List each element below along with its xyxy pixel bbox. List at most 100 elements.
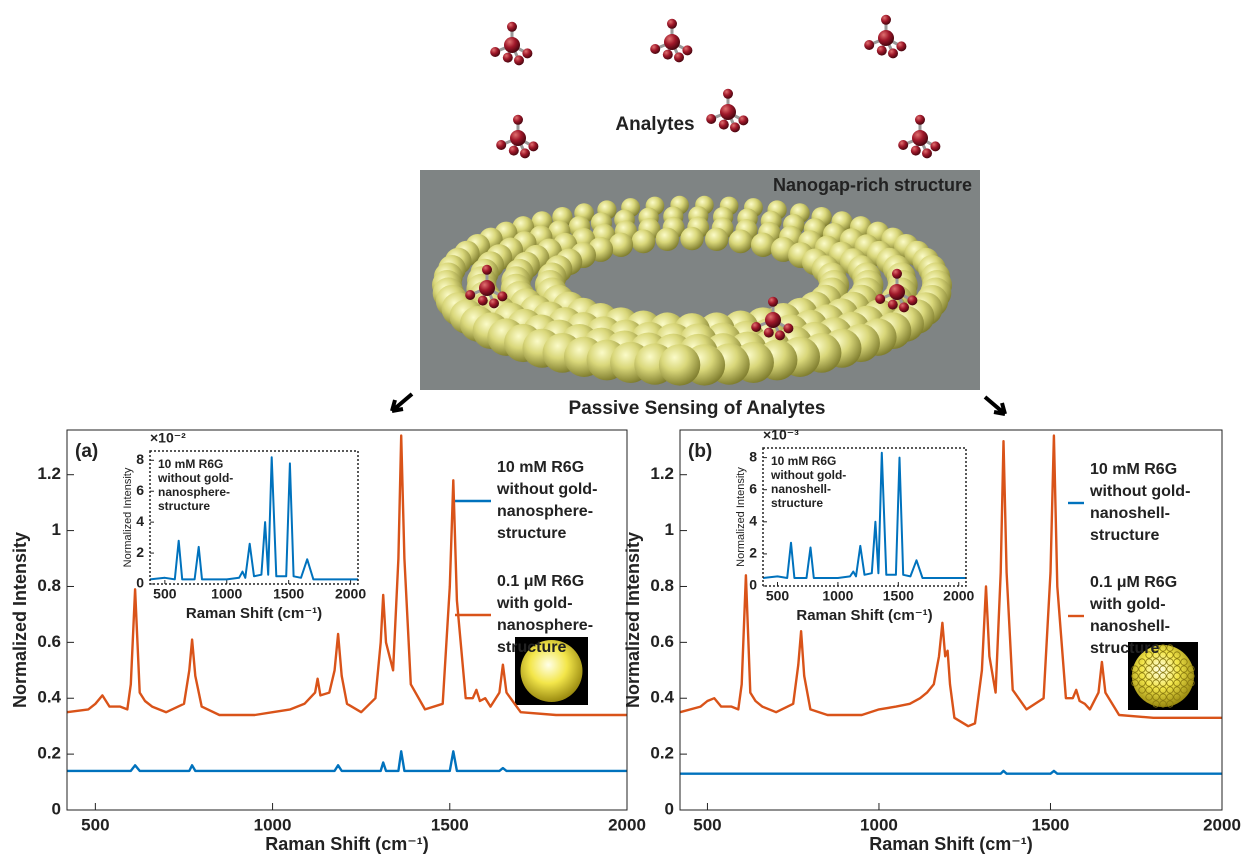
atom (764, 328, 774, 338)
atom (478, 296, 488, 306)
atom (496, 140, 506, 150)
x-axis-label: Raman Shift (cm⁻¹) (186, 605, 322, 622)
atom (513, 115, 523, 125)
x-tick-label: 1500 (431, 815, 469, 834)
panel-label: (b) (688, 441, 712, 462)
y-tick-label: 2 (136, 544, 144, 560)
structure-label: Nanogap-rich structure (773, 175, 972, 195)
atom (864, 40, 874, 50)
y-tick-label: 0.8 (37, 576, 61, 595)
atom (514, 55, 524, 65)
gold-sphere (632, 230, 656, 254)
atom (664, 34, 680, 50)
atom (482, 265, 492, 275)
atom (915, 115, 925, 125)
atom (528, 141, 538, 151)
y-axis-label: Normalized Intensity (10, 532, 30, 708)
atom (875, 294, 885, 304)
atom (896, 41, 906, 51)
atom (738, 115, 748, 125)
page: {"diagram": {"analytes_label": "Analytes… (0, 0, 1244, 854)
scale-label: ×10⁻³ (763, 427, 799, 443)
atom (682, 45, 692, 55)
atom (479, 280, 495, 296)
y-tick-label: 1.2 (650, 464, 674, 483)
atom (509, 146, 519, 156)
y-tick-label: 1 (665, 520, 674, 539)
atom (503, 53, 513, 63)
figure: Analytes Nanogap-rich structure Passive … (0, 0, 1244, 854)
gold-sphere (680, 227, 703, 250)
atom (889, 284, 905, 300)
x-tick-label: 500 (153, 586, 177, 602)
gold-sphere (659, 344, 700, 385)
atom (775, 330, 785, 340)
atom (723, 89, 733, 99)
x-tick-label: 2000 (943, 588, 974, 604)
x-tick-label: 1000 (822, 588, 853, 604)
y-tick-label: 0 (749, 577, 757, 593)
y-tick-label: 0.2 (37, 744, 61, 763)
atom (881, 15, 891, 25)
atom (888, 48, 898, 58)
x-tick-label: 2000 (1203, 815, 1241, 834)
atom (504, 37, 520, 53)
arrow (985, 397, 1005, 414)
y-tick-label: 4 (749, 513, 757, 529)
gold-sphere (656, 228, 679, 251)
x-axis-label: Raman Shift (cm⁻¹) (869, 834, 1033, 854)
atom (922, 148, 932, 158)
y-tick-label: 0 (665, 799, 674, 818)
atom (650, 44, 660, 54)
x-tick-label: 1500 (883, 588, 914, 604)
atom (719, 120, 729, 130)
scale-label: ×10⁻² (150, 430, 186, 446)
atom (877, 46, 887, 56)
y-tick-label: 8 (136, 451, 144, 467)
atom (768, 297, 778, 307)
atom (667, 19, 677, 29)
series-line (680, 771, 1222, 774)
atom (490, 47, 500, 57)
y-tick-label: 1 (52, 520, 61, 539)
panel-label: (a) (75, 441, 98, 462)
atom (663, 50, 673, 60)
analytes-label: Analytes (615, 114, 694, 135)
y-tick-label: 4 (136, 513, 144, 529)
atom (930, 141, 940, 151)
x-tick-label: 1000 (254, 815, 292, 834)
y-tick-label: 0.4 (37, 688, 61, 707)
atom (751, 322, 761, 332)
y-tick-label: 0 (52, 799, 61, 818)
x-axis-label: Raman Shift (cm⁻¹) (796, 607, 932, 624)
atom (706, 114, 716, 124)
x-tick-label: 1500 (273, 586, 304, 602)
y-tick-label: 1.2 (37, 464, 61, 483)
y-tick-label: 0 (136, 575, 144, 591)
x-axis-label: Raman Shift (cm⁻¹) (265, 834, 429, 854)
atom (765, 312, 781, 328)
atom (878, 30, 894, 46)
atom (912, 130, 928, 146)
atom (489, 298, 499, 308)
atom (907, 295, 917, 305)
atom (898, 140, 908, 150)
y-axis-label: Normalized Intensity (735, 467, 747, 567)
atom (520, 148, 530, 158)
caption: Passive Sensing of Analytes (569, 398, 826, 419)
x-tick-label: 1000 (211, 586, 242, 602)
x-tick-label: 1000 (860, 815, 898, 834)
y-tick-label: 0.2 (650, 744, 674, 763)
y-tick-label: 0.6 (650, 632, 674, 651)
gold-sphere (729, 230, 753, 254)
y-axis-label: Normalized Intensity (122, 467, 134, 567)
atom (507, 22, 517, 32)
atom (911, 146, 921, 156)
y-tick-label: 6 (749, 480, 757, 496)
y-tick-label: 0.8 (650, 576, 674, 595)
x-tick-label: 1500 (1032, 815, 1070, 834)
atom (899, 302, 909, 312)
y-axis-label: Normalized Intensity (623, 532, 643, 708)
